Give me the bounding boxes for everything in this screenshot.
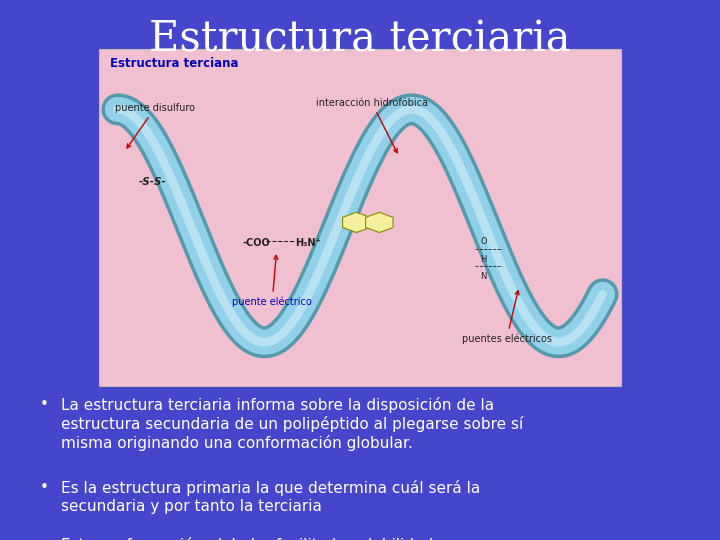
Text: Esta conformación globular facilita la solubilidad en agua
y así realizar funcio: Esta conformación globular facilita la s… xyxy=(61,537,500,540)
Text: Es la estructura primaria la que determina cuál será la
secundaria y por tanto l: Es la estructura primaria la que determi… xyxy=(61,480,480,514)
Text: Estructura terciaria: Estructura terciaria xyxy=(149,19,571,61)
Text: O: O xyxy=(480,238,487,246)
Polygon shape xyxy=(343,212,370,233)
Text: interacción hidrofóbica: interacción hidrofóbica xyxy=(315,98,428,153)
Text: Estructura terciana: Estructura terciana xyxy=(110,57,238,70)
Text: •: • xyxy=(40,480,48,495)
Text: -S-S-: -S-S- xyxy=(139,177,167,187)
Text: N: N xyxy=(480,272,487,281)
Text: La estructura terciaria informa sobre la disposición de la
estructura secundaria: La estructura terciaria informa sobre la… xyxy=(61,397,523,451)
Text: puentes eléctricos: puentes eléctricos xyxy=(462,291,552,345)
Text: •: • xyxy=(40,537,48,540)
FancyBboxPatch shape xyxy=(99,49,621,386)
Polygon shape xyxy=(366,212,393,233)
Text: H₃N⁺: H₃N⁺ xyxy=(295,238,320,248)
Text: -COO: -COO xyxy=(243,238,271,248)
Text: •: • xyxy=(40,397,48,412)
Text: puente eléctrico: puente eléctrico xyxy=(233,255,312,307)
Text: puente disulfuro: puente disulfuro xyxy=(115,103,195,148)
Text: H: H xyxy=(480,255,487,264)
